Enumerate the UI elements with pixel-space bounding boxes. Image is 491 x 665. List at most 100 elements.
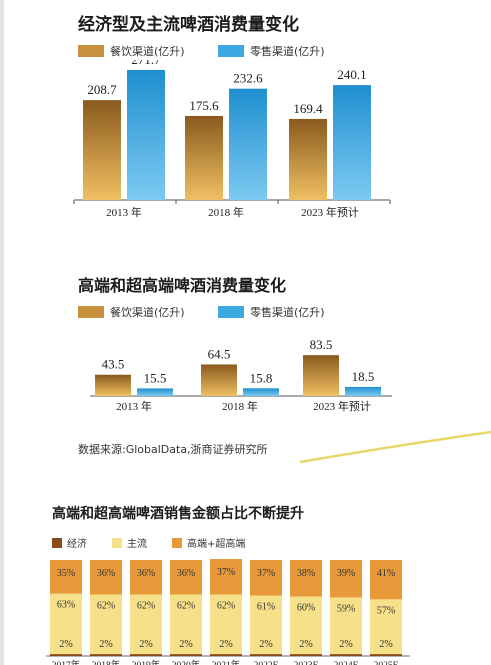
chart2-bar-dining-2: [303, 355, 339, 396]
chart3-value-label-mainstream-3: 62%: [177, 601, 195, 612]
chart3-legend-premium: 高端+超高端: [172, 535, 245, 550]
chart3-value-label-economy-0: 2%: [59, 639, 72, 650]
chart3-bar-mainstream-7: [330, 597, 362, 655]
chart2-value-label-retail-0: 15.5: [144, 370, 167, 385]
chart1-plot: 208.7 271.7 2013 年 175.6 232.6 2018 年 169.4 240…: [73, 60, 391, 219]
page-edge-rule: [0, 0, 4, 665]
chart3-legend-economy-swatch: [52, 537, 62, 548]
chart3-value-label-premium-2: 36%: [137, 568, 155, 579]
chart3-category-label-8: 2025E: [374, 661, 399, 665]
chart3-legend-economy-label: 经济: [67, 539, 87, 550]
chart2-legend-retail-label: 零售渠道(亿升): [250, 306, 325, 319]
chart3-value-label-premium-5: 37%: [257, 568, 275, 579]
chart3-value-label-mainstream-4: 62%: [217, 601, 235, 612]
chart3-legend-economy: 经济: [52, 535, 87, 550]
chart1-bar-retail-1: [229, 88, 267, 200]
chart3-legend-premium-swatch: [172, 537, 182, 548]
chart1-value-label-dining-2: 169.4: [293, 101, 323, 116]
chart2-value-label-dining-0: 43.5: [102, 357, 125, 372]
chart3-value-label-mainstream-7: 59%: [337, 603, 355, 614]
chart3-value-label-premium-4: 37%: [217, 567, 235, 578]
chart3-value-label-economy-1: 2%: [99, 639, 112, 650]
chart3-bar-premium-8: [370, 560, 402, 600]
chart3-bar-premium-1: [90, 560, 122, 595]
chart3-category-label-5: 2022E: [254, 661, 279, 665]
chart2-legend-retail: 零售渠道(亿升): [218, 304, 325, 320]
chart1-category-label-2: 2023 年预计: [301, 205, 359, 219]
source-note: 数据来源:GlobalData,浙商证券研究所: [78, 443, 268, 456]
chart3-bar-economy-2: [130, 654, 162, 656]
chart3-value-label-economy-2: 2%: [139, 639, 152, 650]
chart2-plot: 43.5 15.5 2013 年 64.5 15.8 2018 年 83.5 18.5 2023…: [90, 337, 392, 413]
chart2-value-label-dining-2: 83.5: [310, 337, 333, 352]
chart3-value-label-mainstream-6: 60%: [297, 602, 315, 613]
chart3-bar-economy-1: [90, 654, 122, 656]
chart2-title: 高端和超高端啤酒消费量变化: [78, 276, 287, 295]
chart3-bar-premium-5: [250, 560, 282, 596]
chart1-legend-retail: 零售渠道(亿升): [218, 43, 325, 59]
chart3-bar-premium-7: [330, 560, 362, 598]
chart1-bar-dining-2: [289, 118, 327, 200]
chart3-bar-economy-8: [370, 654, 402, 656]
chart3-bar-premium-2: [130, 560, 162, 595]
chart3-bar-premium-4: [210, 559, 242, 595]
chart1-legend-dining-swatch: [78, 45, 104, 57]
chart3-value-label-economy-7: 2%: [339, 639, 352, 650]
chart3-legend-premium-label: 高端+超高端: [187, 539, 246, 550]
chart3-value-label-mainstream-1: 62%: [97, 601, 115, 612]
chart3-value-label-premium-8: 41%: [377, 568, 395, 579]
chart3-title: 高端和超高端啤酒销售金额占比不断提升: [52, 506, 304, 522]
chart1-legend-retail-swatch: [218, 45, 244, 57]
chart1-value-label-dining-1: 175.6: [189, 98, 219, 113]
chart2-bar-dining-1: [201, 364, 237, 396]
chart3-bar-mainstream-8: [370, 599, 402, 655]
chart3-bar-premium-0: [50, 560, 82, 594]
chart3-value-label-economy-4: 2%: [219, 639, 232, 650]
chart2-value-label-retail-2: 18.5: [352, 369, 375, 384]
chart3-value-label-economy-3: 2%: [179, 639, 192, 650]
chart1-legend-dining-label: 餐饮渠道(亿升): [110, 45, 185, 58]
chart3-value-label-mainstream-2: 62%: [137, 601, 155, 612]
chart3-value-label-mainstream-5: 61%: [257, 602, 275, 613]
chart3-category-label-2: 2019年: [132, 659, 161, 665]
chart3-legend-mainstream: 主流: [112, 535, 147, 550]
chart2-value-label-dining-1: 64.5: [208, 346, 231, 361]
chart3-value-label-economy-5: 2%: [259, 639, 272, 650]
chart1-bar-dining-1: [185, 115, 223, 200]
chart2-category-label-0: 2013 年: [116, 399, 152, 413]
chart3-bar-mainstream-5: [250, 595, 282, 655]
chart3-bar-premium-3: [170, 560, 202, 595]
chart1-legend-dining: 餐饮渠道(亿升): [78, 43, 185, 59]
chart3-value-label-premium-6: 38%: [297, 568, 315, 579]
chart3-bar-mainstream-4: [210, 594, 242, 655]
chart3-bar-mainstream-3: [170, 594, 202, 655]
chart3-bar-economy-6: [290, 654, 322, 656]
chart1-bar-retail-0: [127, 69, 165, 201]
chart3-value-label-premium-7: 39%: [337, 568, 355, 579]
chart2-bar-dining-0: [95, 374, 131, 396]
chart2-bar-retail-2: [345, 386, 381, 396]
chart1-legend-retail-label: 零售渠道(亿升): [250, 45, 325, 58]
chart2-legend-retail-swatch: [218, 306, 244, 318]
chart1-value-label-retail-2: 240.1: [337, 67, 366, 82]
chart3-bar-economy-7: [330, 654, 362, 656]
chart2-bar-retail-0: [137, 388, 173, 396]
chart1-value-label-dining-0: 208.7: [87, 82, 117, 97]
chart3-legend-mainstream-swatch: [112, 537, 122, 548]
chart3-bar-economy-0: [50, 654, 82, 656]
chart1-value-label-retail-1: 232.6: [233, 71, 263, 86]
chart3-category-label-0: 2017年: [52, 659, 81, 665]
chart3-bar-mainstream-0: [50, 593, 82, 655]
chart3-value-label-premium-1: 36%: [97, 568, 115, 579]
chart1-bar-retail-2: [333, 85, 371, 200]
chart1-category-label-0: 2013 年: [106, 205, 142, 219]
chart3-bar-mainstream-6: [290, 596, 322, 655]
chart2-legend-dining-swatch: [78, 306, 104, 318]
chart3-category-label-4: 2021年: [212, 659, 241, 665]
chart3-value-label-economy-8: 2%: [379, 639, 392, 650]
chart3-value-label-mainstream-8: 57%: [377, 605, 395, 616]
chart3-category-label-7: 2024E: [334, 661, 359, 665]
